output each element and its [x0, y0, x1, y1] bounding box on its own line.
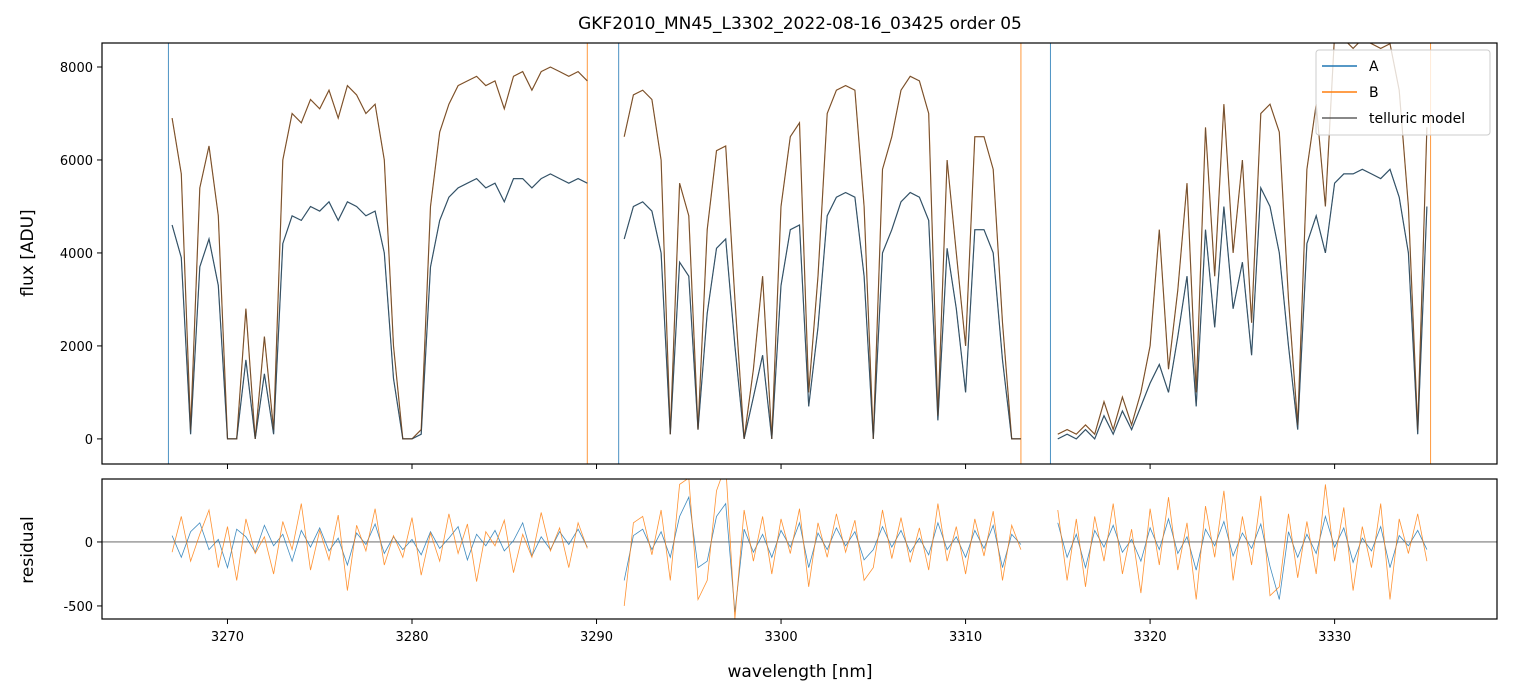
residual-y-tick-label: -500 [63, 600, 93, 615]
residual-a-line [1057, 514, 1428, 600]
legend-label-a: A [1369, 59, 1379, 75]
x-tick-label: 3310 [949, 630, 982, 645]
legend-label-b: B [1369, 85, 1379, 101]
telluric-model-a-line [623, 191, 1021, 440]
legend: A B telluric model [1315, 49, 1491, 136]
telluric-model-a-line [1057, 168, 1428, 440]
residual-a-line [623, 495, 1022, 613]
series-b-line [623, 75, 1021, 440]
flux-y-tick-label: 4000 [60, 247, 93, 262]
series-a-line [623, 191, 1021, 440]
flux-y-tick-label: 6000 [60, 154, 93, 169]
x-axis-label: wavelength [nm] [727, 662, 872, 682]
flux-y-tick-label: 8000 [60, 61, 93, 76]
telluric-model-b-line [171, 66, 588, 440]
legend-box [1315, 49, 1491, 136]
x-tick-label: 3330 [1318, 630, 1351, 645]
flux-y-axis-label: flux [ADU] [18, 209, 38, 296]
flux-panel [167, 43, 1432, 464]
residual-axes-frame [101, 478, 1498, 620]
residual-b-line [623, 479, 1022, 619]
series-a-line [1057, 168, 1428, 440]
x-tick-label: 3290 [580, 630, 613, 645]
telluric-model-b-line [1057, 43, 1428, 436]
x-tick-label: 3280 [395, 630, 428, 645]
flux-axes-frame [101, 42, 1498, 465]
legend-label-telluric-model: telluric model [1369, 111, 1465, 127]
x-tick-label: 3270 [211, 630, 244, 645]
flux-y-tick-label: 2000 [60, 340, 93, 355]
residual-panel [102, 479, 1497, 619]
x-tick-label: 3320 [1134, 630, 1167, 645]
series-b-line [171, 66, 588, 440]
residual-b-line [171, 503, 588, 591]
residual-a-line [171, 521, 588, 570]
telluric-model-b-line [623, 75, 1021, 440]
series-a-line [171, 173, 588, 440]
residual-y-axis-label: residual [18, 516, 38, 583]
x-tick-label: 3300 [765, 630, 798, 645]
residual-y-tick-label: 0 [85, 536, 93, 551]
residual-b-line [1057, 484, 1428, 600]
telluric-model-a-line [171, 173, 588, 440]
chart-title: GKF2010_MN45_L3302_2022-08-16_03425 orde… [578, 14, 1022, 34]
flux-y-tick-label: 0 [85, 433, 93, 448]
